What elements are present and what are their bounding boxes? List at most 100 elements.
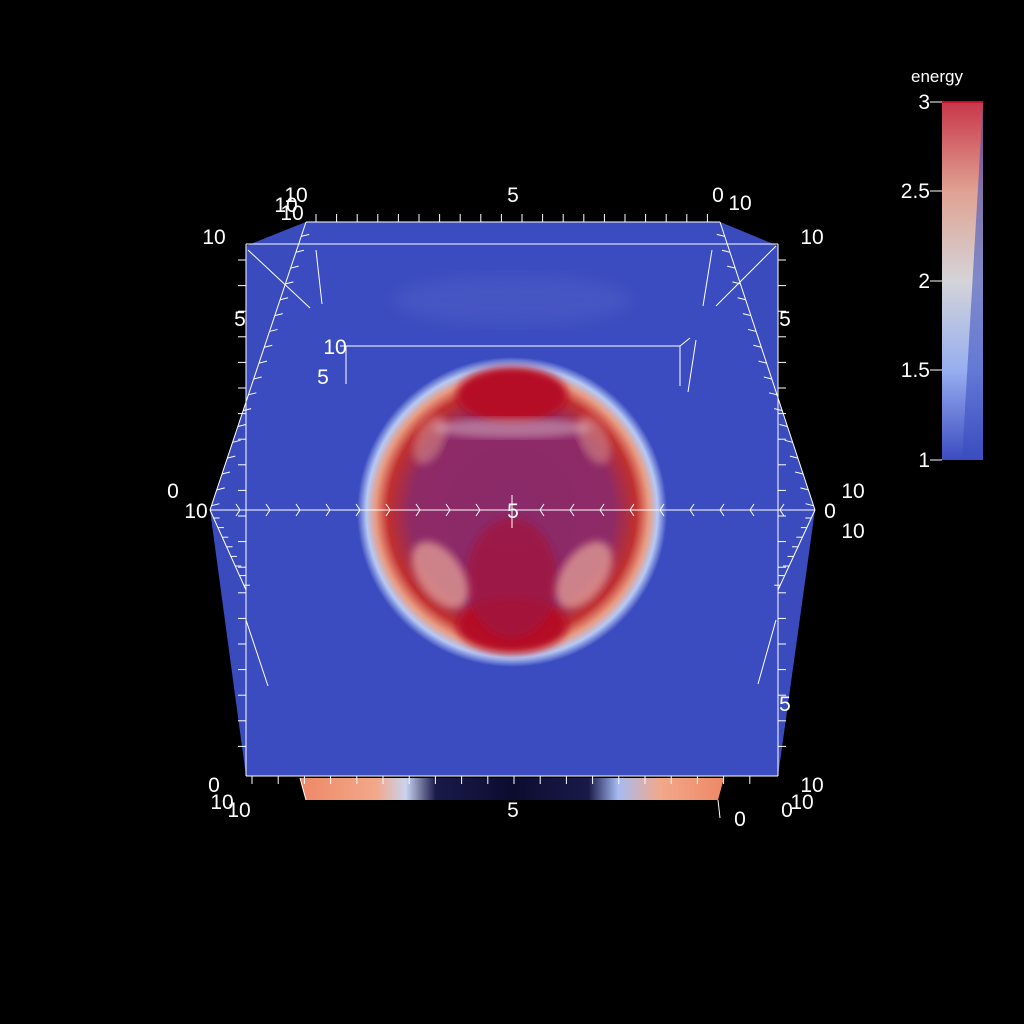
top-axis-label-5: 5: [507, 184, 519, 207]
tick-mark: [385, 503, 391, 511]
tick-mark: [415, 509, 421, 517]
tick-mark: [742, 313, 751, 317]
right-axis-label-0: 0: [824, 500, 836, 523]
tick-mark: [758, 360, 767, 364]
mid-axis-label-5: 5: [507, 500, 519, 523]
tick-mark: [727, 265, 736, 269]
axis-ticks: [211, 214, 814, 784]
tick-mark: [569, 509, 575, 517]
tick-mark: [753, 344, 762, 348]
tick-mark: [279, 297, 289, 301]
bottom-axis-label-0: 0: [734, 808, 746, 831]
axes-lines: [209, 221, 816, 819]
tick-mark: [227, 455, 236, 459]
tick-mark: [749, 509, 755, 517]
tick-mark: [737, 297, 746, 301]
right-extra-label-a: 10: [841, 480, 864, 503]
bottom-left-label-0: 0: [208, 774, 220, 797]
halo: [392, 275, 632, 325]
volume-side-left: [210, 222, 306, 776]
tick-mark: [689, 509, 695, 517]
tick-mark: [599, 509, 605, 517]
tick-mark: [295, 249, 305, 253]
tick-mark: [779, 509, 785, 517]
tick-mark: [805, 503, 814, 507]
colorbar: energy 3 2.5 2 1.5 1: [901, 67, 983, 472]
tick-mark: [747, 328, 757, 332]
tick-mark: [235, 509, 241, 517]
tick-mark: [539, 503, 545, 511]
tick-mark: [732, 281, 741, 285]
tick-mark: [325, 509, 331, 517]
tick-mark: [789, 455, 799, 459]
tick-mark: [274, 313, 283, 317]
tick-mark: [445, 509, 451, 517]
left-axis-label-5: 5: [234, 308, 246, 331]
tick-mark: [295, 503, 301, 511]
colorbar-tick-3: 3: [918, 91, 930, 114]
tick-mark: [569, 503, 575, 511]
left-axis-label-10: 10: [202, 226, 225, 249]
tick-mark: [475, 509, 481, 517]
volume-side-right: [720, 222, 815, 776]
tick-mark: [355, 503, 361, 511]
tick-mark: [779, 503, 785, 511]
tick-mark: [719, 509, 725, 517]
tick-mark: [800, 487, 809, 491]
tick-mark: [301, 233, 310, 237]
tick-mark: [763, 376, 772, 380]
tick-mark: [689, 503, 695, 511]
tick-mark: [253, 376, 262, 380]
tick-mark: [719, 503, 725, 511]
tick-mark: [721, 249, 731, 253]
tick-mark: [385, 509, 391, 517]
tick-mark: [248, 392, 257, 396]
tick-mark: [290, 265, 299, 269]
tick-mark: [216, 487, 225, 491]
colorbar-overlay: [962, 102, 983, 460]
colorbar-tick-1: 1: [918, 449, 930, 472]
colorbar-title: energy: [911, 67, 963, 86]
tick-mark: [265, 503, 271, 511]
bottom-right-label-0: 0: [781, 799, 793, 822]
colorbar-tick-2: 2: [918, 270, 930, 293]
right-extra-label-b: 10: [841, 520, 864, 543]
tick-mark: [258, 360, 268, 364]
tick-mark: [325, 503, 331, 511]
top-axis-label-0: 0: [712, 184, 724, 207]
tick-mark: [232, 439, 241, 443]
tick-mark: [269, 328, 278, 332]
tick-mark: [221, 471, 231, 475]
tick-mark: [237, 423, 246, 427]
axis-labels: 10 5 0 10 10 10 10 5 0 10 5 0 10 10 10 5…: [167, 184, 865, 831]
right-lower-label-5: 5: [779, 693, 791, 716]
bottom-right-label-10b: 10: [790, 791, 813, 814]
colorbar-tick-2-5: 2.5: [901, 180, 930, 203]
inner-box-label-10: 10: [323, 336, 346, 359]
tick-mark: [285, 281, 294, 285]
tick-mark: [599, 503, 605, 511]
tick-mark: [235, 503, 241, 511]
tick-mark: [265, 509, 271, 517]
tick-mark: [749, 503, 755, 511]
tick-mark: [295, 509, 301, 517]
bottom-axis-label-5: 5: [507, 799, 519, 822]
tick-mark: [355, 509, 361, 517]
tick-mark: [779, 423, 788, 427]
right-axis-label-10: 10: [800, 226, 823, 249]
left-axis-label-0: 0: [167, 480, 179, 503]
tick-mark: [784, 439, 793, 443]
inner-box-label-5: 5: [317, 366, 329, 389]
tick-mark: [795, 471, 804, 475]
tick-mark: [211, 503, 220, 507]
tick-mark: [774, 408, 783, 412]
bottom-axis-label-10: 10: [227, 799, 250, 822]
top-right-label: 10: [728, 192, 751, 215]
top-inner-label-b: 10: [280, 202, 303, 225]
tick-mark: [445, 503, 451, 511]
tick-mark: [659, 503, 665, 511]
top-inner-label-a: 10: [274, 194, 297, 217]
tick-mark: [475, 503, 481, 511]
tick-mark: [629, 509, 635, 517]
